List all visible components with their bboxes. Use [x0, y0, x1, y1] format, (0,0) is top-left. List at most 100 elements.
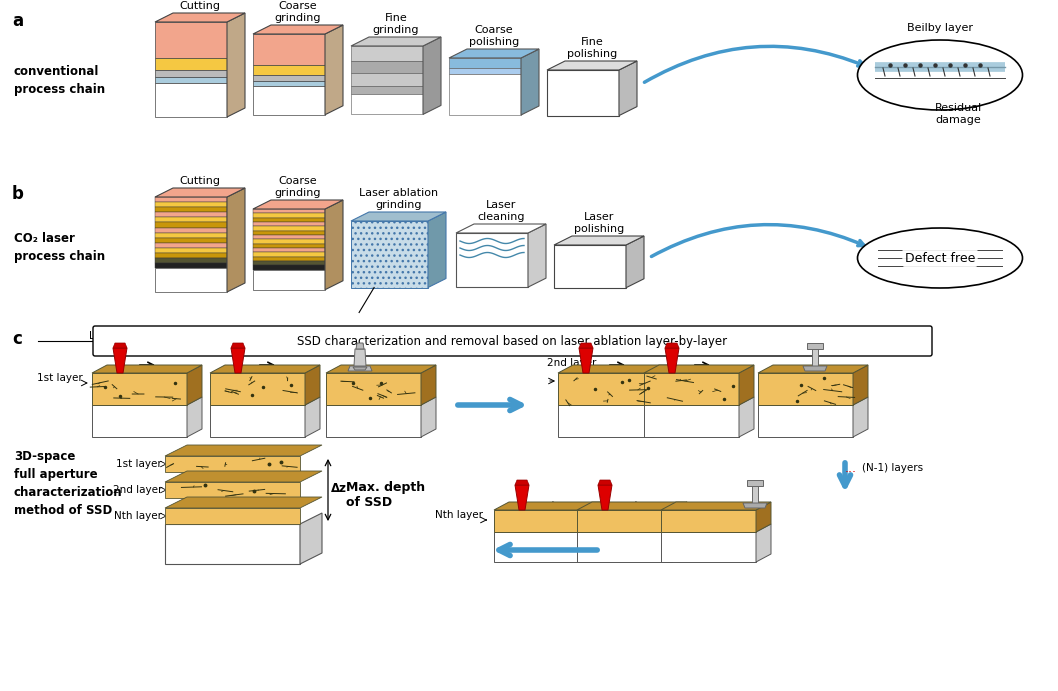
Text: SSD characterization and removal based on laser ablation layer-by-layer: SSD characterization and removal based o… [297, 334, 727, 348]
Polygon shape [253, 209, 325, 214]
Polygon shape [305, 397, 320, 437]
Polygon shape [253, 248, 325, 252]
Text: CO₂ laser
process chain: CO₂ laser process chain [14, 232, 105, 263]
Polygon shape [351, 37, 441, 46]
Text: Max. depth
of SSD: Max. depth of SSD [346, 481, 425, 509]
Polygon shape [353, 367, 367, 370]
Polygon shape [156, 83, 227, 117]
Ellipse shape [857, 228, 1022, 288]
Polygon shape [653, 397, 668, 437]
Polygon shape [165, 482, 300, 498]
Polygon shape [355, 343, 364, 349]
Polygon shape [743, 503, 767, 508]
Polygon shape [456, 233, 528, 287]
Polygon shape [428, 212, 446, 287]
Text: conventional
process chain: conventional process chain [14, 65, 105, 96]
Polygon shape [156, 258, 227, 263]
Polygon shape [187, 365, 202, 405]
Polygon shape [209, 365, 320, 373]
Text: 3D-space
full aperture
characterization
method of SSD: 3D-space full aperture characterization … [14, 450, 123, 517]
Text: 1st layer: 1st layer [116, 459, 162, 469]
Polygon shape [165, 497, 322, 508]
Polygon shape [253, 231, 325, 235]
Polygon shape [665, 343, 679, 348]
Polygon shape [253, 222, 325, 227]
Text: 1st layer: 1st layer [37, 373, 83, 383]
Polygon shape [253, 256, 325, 261]
Polygon shape [253, 261, 325, 265]
Polygon shape [354, 349, 366, 366]
Polygon shape [113, 348, 127, 373]
Polygon shape [653, 365, 668, 405]
Polygon shape [494, 502, 604, 510]
Polygon shape [165, 524, 300, 564]
Polygon shape [156, 197, 227, 202]
Polygon shape [156, 218, 227, 223]
Polygon shape [253, 244, 325, 248]
Text: Coarse
grinding: Coarse grinding [275, 1, 322, 23]
Text: a: a [12, 12, 23, 30]
Polygon shape [598, 485, 612, 510]
Polygon shape [598, 480, 612, 485]
FancyBboxPatch shape [93, 326, 932, 356]
Polygon shape [661, 510, 756, 532]
Text: Beilby layer: Beilby layer [907, 23, 973, 33]
Polygon shape [253, 200, 343, 209]
Polygon shape [661, 502, 771, 510]
Polygon shape [449, 68, 521, 74]
Polygon shape [156, 268, 227, 292]
Polygon shape [165, 471, 322, 482]
Text: Residual
damage: Residual damage [934, 103, 982, 124]
Polygon shape [351, 73, 423, 86]
Polygon shape [665, 348, 679, 373]
Polygon shape [579, 348, 592, 373]
Polygon shape [253, 34, 325, 65]
Polygon shape [554, 236, 644, 245]
Polygon shape [156, 13, 245, 22]
Polygon shape [515, 480, 529, 485]
Polygon shape [253, 81, 325, 86]
Polygon shape [231, 343, 245, 348]
Text: Cutting: Cutting [180, 1, 220, 11]
Polygon shape [325, 200, 343, 290]
Polygon shape [156, 212, 227, 218]
Text: Coarse
grinding: Coarse grinding [275, 176, 322, 198]
Polygon shape [456, 224, 546, 233]
Polygon shape [253, 214, 325, 218]
Polygon shape [156, 58, 227, 70]
Polygon shape [165, 456, 300, 472]
Polygon shape [351, 61, 423, 73]
Polygon shape [156, 238, 227, 243]
Polygon shape [113, 343, 127, 348]
Polygon shape [92, 405, 187, 437]
Polygon shape [300, 513, 322, 564]
Polygon shape [449, 49, 539, 58]
Polygon shape [165, 445, 322, 456]
Polygon shape [326, 365, 436, 373]
Polygon shape [351, 94, 423, 115]
Polygon shape [558, 365, 668, 373]
Polygon shape [351, 46, 423, 61]
Polygon shape [853, 397, 868, 437]
Text: 2nd layer: 2nd layer [112, 485, 162, 495]
Polygon shape [156, 188, 245, 197]
Polygon shape [253, 86, 325, 115]
Polygon shape [738, 397, 754, 437]
Polygon shape [325, 25, 343, 115]
Polygon shape [227, 13, 245, 117]
Polygon shape [305, 365, 320, 405]
Polygon shape [187, 397, 202, 437]
Polygon shape [253, 269, 325, 290]
Polygon shape [423, 37, 441, 115]
Polygon shape [803, 366, 827, 371]
Polygon shape [351, 212, 446, 221]
Polygon shape [521, 49, 539, 115]
Polygon shape [547, 70, 619, 115]
Text: Laser
cleaning: Laser cleaning [477, 200, 525, 222]
Text: ...: ... [845, 462, 857, 475]
Polygon shape [672, 524, 687, 562]
Text: Nth layer: Nth layer [435, 510, 484, 520]
Polygon shape [577, 532, 672, 562]
Polygon shape [156, 253, 227, 258]
Polygon shape [644, 405, 738, 437]
